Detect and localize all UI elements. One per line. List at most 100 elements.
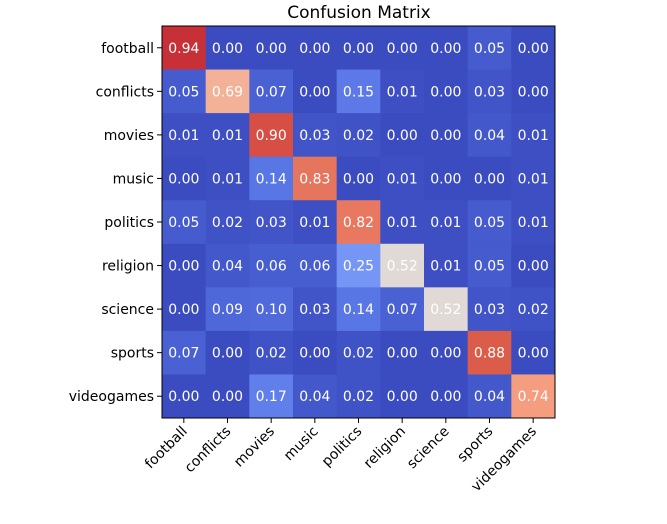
heatmap-cell: [424, 69, 469, 114]
y-tick-label: videogames: [69, 389, 154, 405]
heatmap-cell: [336, 243, 381, 288]
x-tick-label: movies: [231, 424, 278, 471]
heatmap-cell: [511, 200, 556, 245]
y-tick-label: science: [101, 302, 154, 318]
cell-value-label: 0.00: [256, 41, 287, 57]
heatmap-cell: [424, 374, 469, 419]
heatmap-cell: [162, 374, 207, 419]
cell-value-label: 0.07: [387, 302, 418, 318]
heatmap-cell: [249, 113, 294, 158]
heatmap-cell: [162, 156, 207, 201]
heatmap-cell: [249, 330, 294, 375]
y-tick-label: movies: [104, 128, 154, 144]
heatmap-cell: [424, 26, 469, 71]
heatmap-cell: [467, 200, 512, 245]
heatmap-cell: [162, 69, 207, 114]
cell-value-label: 0.01: [430, 215, 461, 231]
cell-value-label: 0.06: [299, 259, 330, 275]
cell-value-label: 0.02: [518, 302, 549, 318]
heatmap-cell: [380, 200, 425, 245]
heatmap-cell: [511, 374, 556, 419]
cell-value-label: 0.07: [168, 346, 199, 362]
cell-value-label: 0.02: [256, 346, 287, 362]
cell-value-label: 0.01: [387, 215, 418, 231]
cell-value-label: 0.01: [212, 128, 243, 144]
heatmap-cell: [380, 374, 425, 419]
cell-value-label: 0.02: [343, 346, 374, 362]
cell-value-label: 0.01: [430, 259, 461, 275]
cell-value-label: 0.03: [474, 302, 505, 318]
cell-value-label: 0.02: [212, 215, 243, 231]
cell-value-label: 0.01: [212, 171, 243, 187]
cell-value-label: 0.00: [430, 128, 461, 144]
x-tick-label: religion: [361, 424, 409, 472]
cell-value-label: 0.00: [518, 84, 549, 100]
heatmap-cell: [380, 243, 425, 288]
y-tick-label: politics: [104, 215, 154, 231]
heatmap-cell: [293, 156, 338, 201]
heatmap-cell: [249, 243, 294, 288]
heatmap-cell: [162, 26, 207, 71]
cell-value-label: 0.00: [387, 389, 418, 405]
heatmap-cell: [205, 26, 250, 71]
heatmap-cell: [424, 287, 469, 332]
heatmap-cell: [293, 374, 338, 419]
cell-value-label: 0.25: [343, 259, 374, 275]
cell-value-label: 0.82: [343, 215, 374, 231]
heatmap-cell: [205, 113, 250, 158]
cell-value-label: 0.04: [474, 128, 505, 144]
cell-value-label: 0.17: [256, 389, 287, 405]
cell-value-label: 0.00: [299, 84, 330, 100]
heatmap-cell: [205, 243, 250, 288]
heatmap-cell: [380, 287, 425, 332]
cell-value-label: 0.00: [299, 41, 330, 57]
x-tick-label: music: [281, 424, 322, 465]
heatmap-cell: [249, 287, 294, 332]
cell-value-labels: 0.94 0.00 0.00 0.00 0.00 0.00 0.00 0.05 0.00 0.05…: [168, 41, 549, 405]
x-tick-label: sports: [454, 424, 496, 466]
cell-value-label: 0.05: [168, 84, 199, 100]
cell-value-label: 0.01: [387, 84, 418, 100]
cell-value-label: 0.14: [343, 302, 374, 318]
y-tick-label: conflicts: [96, 84, 154, 100]
cell-value-label: 0.01: [299, 215, 330, 231]
heatmap-cell: [336, 156, 381, 201]
heatmap-cell: [336, 113, 381, 158]
cell-value-label: 0.00: [387, 41, 418, 57]
cell-value-label: 0.69: [212, 84, 243, 100]
cell-value-label: 0.00: [212, 41, 243, 57]
heatmap-cell: [293, 287, 338, 332]
heatmap-cell: [511, 156, 556, 201]
cell-value-label: 0.00: [212, 389, 243, 405]
heatmap-cell: [205, 69, 250, 114]
heatmap-cell: [467, 243, 512, 288]
cell-value-label: 0.02: [343, 389, 374, 405]
cell-value-label: 0.00: [299, 346, 330, 362]
heatmap-cell: [162, 113, 207, 158]
heatmap-cell: [249, 69, 294, 114]
heatmap-cell: [380, 113, 425, 158]
y-tick-label: music: [113, 171, 154, 187]
cell-value-label: 0.00: [518, 346, 549, 362]
cell-value-label: 0.00: [430, 346, 461, 362]
heatmap-cell: [249, 374, 294, 419]
cell-value-label: 0.01: [387, 171, 418, 187]
cell-value-label: 0.07: [256, 84, 287, 100]
cell-value-label: 0.00: [168, 171, 199, 187]
cell-value-label: 0.10: [256, 302, 287, 318]
cell-value-label: 0.01: [518, 171, 549, 187]
heatmap-cell: [293, 26, 338, 71]
cell-value-label: 0.04: [299, 389, 330, 405]
cell-value-label: 0.52: [430, 302, 461, 318]
heatmap-cell: [336, 330, 381, 375]
heatmap-cell: [336, 200, 381, 245]
cell-value-label: 0.02: [343, 128, 374, 144]
heatmap-cell: [380, 26, 425, 71]
heatmap-cell: [424, 113, 469, 158]
cell-value-label: 0.03: [474, 84, 505, 100]
cell-value-label: 0.52: [387, 259, 418, 275]
y-tick-label: sports: [111, 346, 154, 362]
heatmap-cell: [205, 287, 250, 332]
